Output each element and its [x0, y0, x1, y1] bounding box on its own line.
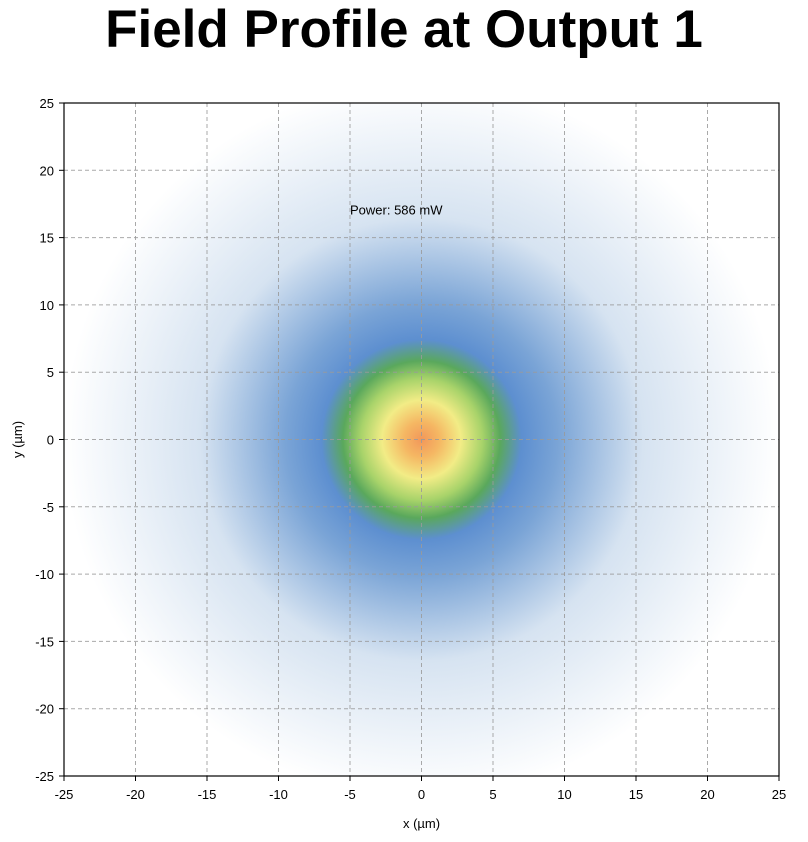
x-tick-label: 15	[629, 787, 643, 802]
x-tick-label: 20	[700, 787, 714, 802]
x-tick-label: 10	[557, 787, 571, 802]
y-tick-label: 20	[40, 163, 54, 178]
x-tick-label: 5	[489, 787, 496, 802]
y-tick-label: -15	[35, 634, 54, 649]
x-tick-label: -15	[198, 787, 217, 802]
chart-title: Field Profile at Output 1	[105, 0, 703, 59]
x-tick-label: -25	[55, 787, 74, 802]
y-tick-label: -20	[35, 702, 54, 717]
y-tick-label: 25	[40, 96, 54, 111]
y-tick-label: -25	[35, 769, 54, 784]
y-axis-label: y (µm)	[10, 421, 25, 458]
x-axis-ticks: -25 -20 -15 -10 -5 0 5 10 15 20 25	[55, 776, 786, 802]
x-tick-label: -20	[126, 787, 145, 802]
x-tick-label: 25	[772, 787, 786, 802]
y-tick-label: 0	[47, 433, 54, 448]
y-axis-ticks: 25 20 15 10 5 0 -5 -10 -15 -20 -25	[35, 96, 64, 784]
x-axis-label: x (µm)	[403, 816, 440, 831]
y-tick-label: -10	[35, 567, 54, 582]
y-tick-label: 10	[40, 298, 54, 313]
power-annotation: Power: 586 mW	[350, 203, 443, 218]
y-tick-label: -5	[42, 500, 54, 515]
x-tick-label: 0	[418, 787, 425, 802]
grid	[64, 103, 779, 776]
x-tick-label: -5	[344, 787, 356, 802]
y-tick-label: 5	[47, 365, 54, 380]
x-tick-label: -10	[269, 787, 288, 802]
y-tick-label: 15	[40, 231, 54, 246]
